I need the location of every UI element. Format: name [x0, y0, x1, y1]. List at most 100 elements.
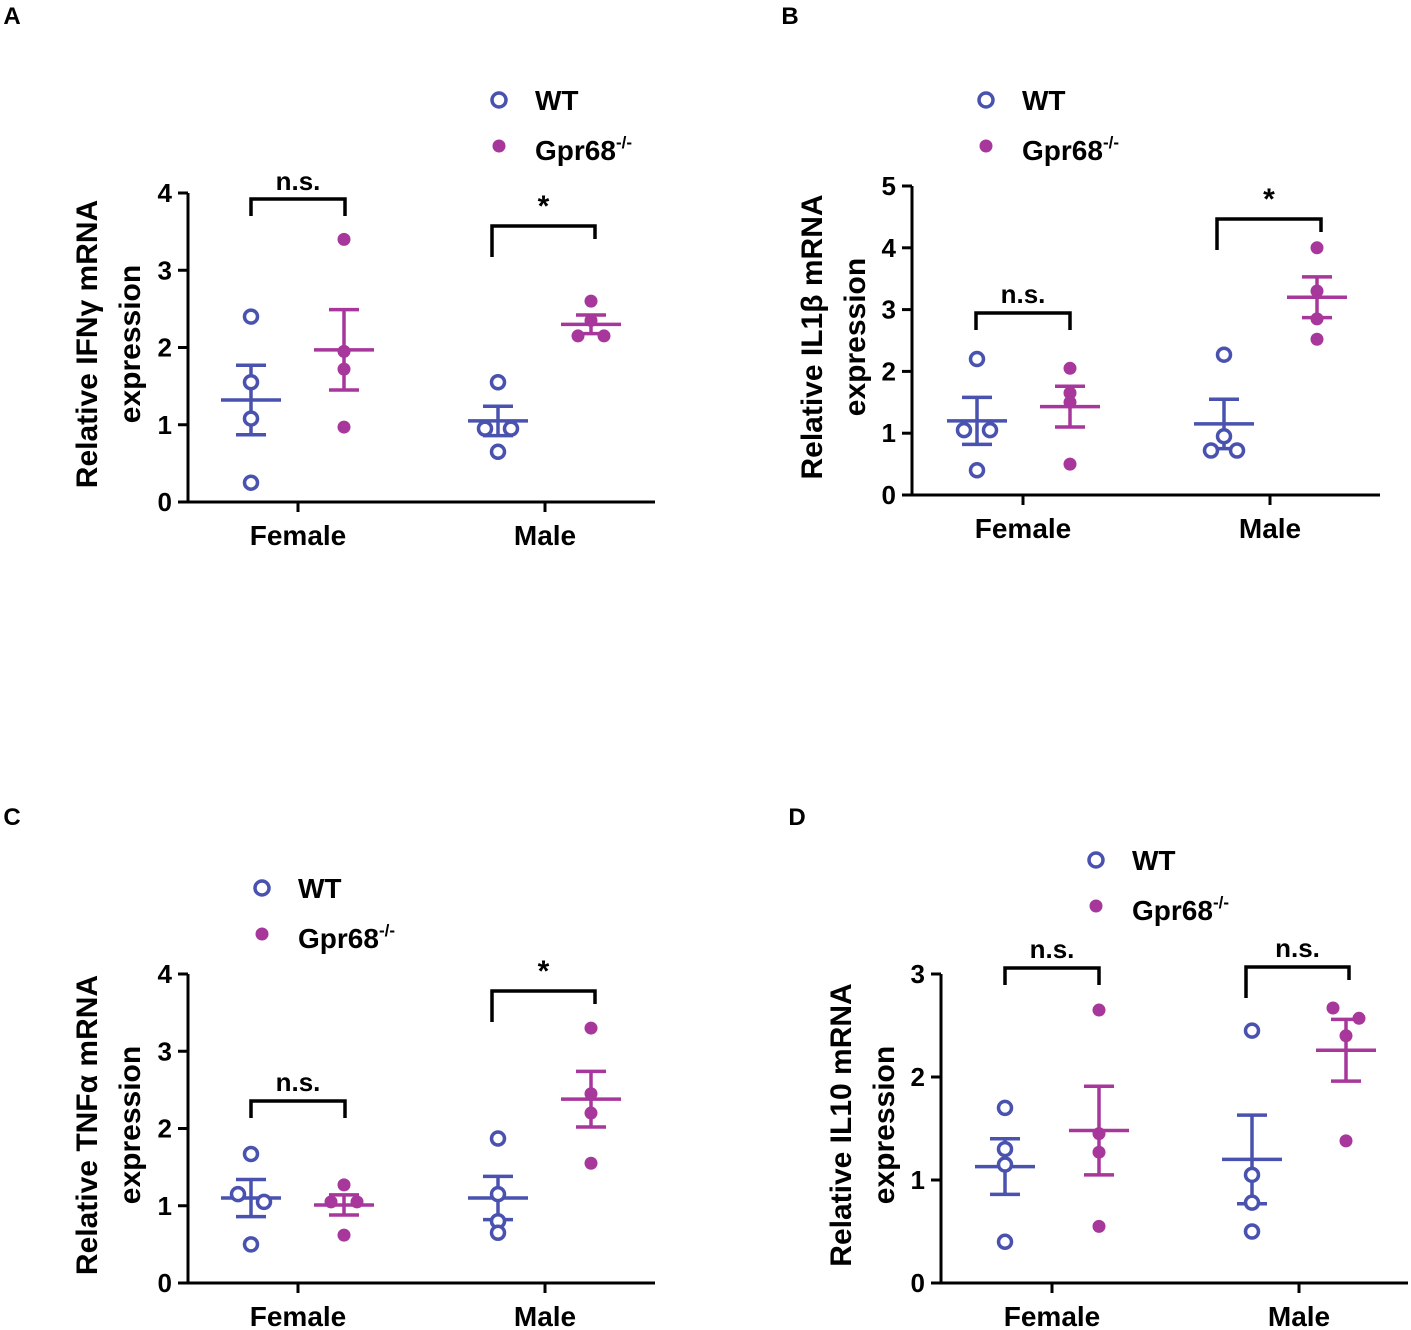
significance-bracket: [490, 224, 597, 257]
panel-letter: B: [781, 3, 798, 30]
legend-wt-marker: [977, 91, 995, 109]
significance-label: n.s.: [276, 1067, 321, 1097]
x-tick-label: Female: [1004, 1301, 1101, 1330]
data-point-ko: [324, 1195, 338, 1209]
data-point-ko: [1063, 395, 1077, 409]
significance-bracket: [249, 197, 347, 216]
legend-ko-label: Gpr68-/-: [1022, 133, 1119, 166]
x-tick-label: Male: [1268, 1301, 1330, 1330]
legend-wt-marker: [490, 91, 508, 109]
data-point-wt: [489, 1224, 507, 1242]
legend-wt-label: WT: [298, 873, 342, 904]
significance-label: n.s.: [1030, 934, 1075, 964]
data-point-wt: [489, 374, 507, 391]
data-point-ko: [1092, 1219, 1106, 1233]
data-point-wt: [242, 410, 260, 427]
data-point-ko: [1326, 1001, 1340, 1015]
data-point-wt: [242, 308, 260, 325]
y-axis-label-line2: expression: [839, 258, 872, 416]
data-point-wt: [242, 1236, 260, 1253]
data-point-wt: [229, 1185, 247, 1203]
y-tick-label: 0: [882, 480, 896, 510]
y-tick-label: 0: [911, 1268, 925, 1298]
data-point-wt: [981, 421, 999, 439]
data-point-wt: [968, 350, 986, 368]
data-point-ko: [337, 1228, 351, 1242]
y-tick-label: 2: [158, 333, 172, 363]
data-point-wt: [996, 1140, 1014, 1158]
legend-ko-marker: [492, 139, 506, 153]
data-point-ko: [1063, 361, 1077, 375]
y-tick-label: 1: [882, 418, 896, 448]
y-axis-label: Relative IFNγ mRNA: [71, 200, 104, 488]
panel-letter: C: [3, 804, 20, 831]
x-tick-label: Male: [514, 1301, 576, 1330]
data-point-wt: [1215, 346, 1233, 363]
data-point-wt: [255, 1193, 273, 1211]
panel-letter: D: [788, 804, 805, 831]
y-axis-label-line2: expression: [868, 1046, 901, 1204]
y-tick-label: 4: [158, 178, 173, 208]
data-point-wt: [489, 443, 507, 461]
data-point-ko: [1352, 1011, 1366, 1025]
data-point-wt: [1243, 1194, 1261, 1211]
data-point-ko: [584, 294, 598, 308]
legend-ko-label: Gpr68-/-: [535, 133, 632, 166]
panel-letter: A: [3, 3, 20, 30]
legend-wt-marker: [1087, 851, 1105, 869]
data-point-wt: [968, 462, 986, 479]
data-point-wt: [489, 1185, 507, 1203]
significance-label: n.s.: [1001, 279, 1046, 309]
data-point-ko: [1339, 1029, 1353, 1043]
y-tick-label: 1: [158, 1191, 172, 1221]
data-point-ko: [337, 362, 351, 376]
data-point-ko: [584, 1156, 598, 1170]
significance-label: n.s.: [276, 166, 321, 196]
x-tick-label: Female: [250, 520, 347, 551]
y-axis-label-line2: expression: [114, 265, 147, 423]
y-tick-label: 3: [158, 255, 172, 285]
data-point-ko: [571, 329, 585, 343]
data-point-ko: [337, 344, 351, 358]
y-tick-label: 0: [158, 487, 172, 517]
data-point-wt: [1243, 1223, 1261, 1240]
legend-ko-superscript: -/-: [616, 133, 632, 152]
data-point-ko: [597, 329, 611, 343]
data-point-wt: [489, 1130, 507, 1147]
data-point-ko: [1063, 457, 1077, 471]
significance-bracket: [1003, 966, 1101, 985]
y-tick-label: 2: [911, 1062, 925, 1092]
data-point-ko: [350, 1195, 364, 1209]
y-axis-label: Relative IL10 mRNA: [825, 983, 858, 1266]
data-point-ko: [1092, 1003, 1106, 1017]
data-point-ko: [1310, 332, 1324, 346]
data-point-wt: [242, 374, 260, 391]
legend-ko-label: Gpr68-/-: [1132, 893, 1229, 926]
legend-ko-marker: [1089, 899, 1103, 913]
y-tick-label: 1: [911, 1165, 925, 1195]
data-point-ko: [1310, 284, 1324, 298]
significance-label: *: [1263, 183, 1275, 216]
panel-c: C 0 1 2 3 4 Female Male Relative TNFα mRNA expres…: [3, 804, 655, 1330]
data-point-wt: [1243, 1022, 1261, 1039]
y-axis-label: Relative IL1β mRNA: [796, 194, 829, 479]
legend-wt-label: WT: [1132, 845, 1176, 876]
data-point-wt: [1228, 442, 1246, 459]
x-tick-label: Male: [1239, 513, 1301, 544]
significance-label: n.s.: [1275, 933, 1320, 963]
data-point-ko: [584, 1106, 598, 1120]
y-tick-label: 4: [158, 959, 173, 989]
data-point-ko: [337, 232, 351, 246]
legend-wt-label: WT: [1022, 85, 1066, 116]
x-tick-label: Female: [975, 513, 1072, 544]
data-point-wt: [1215, 428, 1233, 445]
panel-a: A 0 1 2 3 4 Female Male Relative IFNγ mRNA expres…: [3, 3, 655, 551]
data-point-wt: [242, 1145, 260, 1163]
y-axis-label: Relative TNFα mRNA: [71, 975, 104, 1275]
data-point-ko: [1092, 1145, 1106, 1159]
data-point-ko: [584, 1021, 598, 1035]
data-point-wt: [502, 420, 520, 437]
y-tick-label: 3: [158, 1036, 172, 1066]
significance-bracket: [974, 311, 1072, 330]
